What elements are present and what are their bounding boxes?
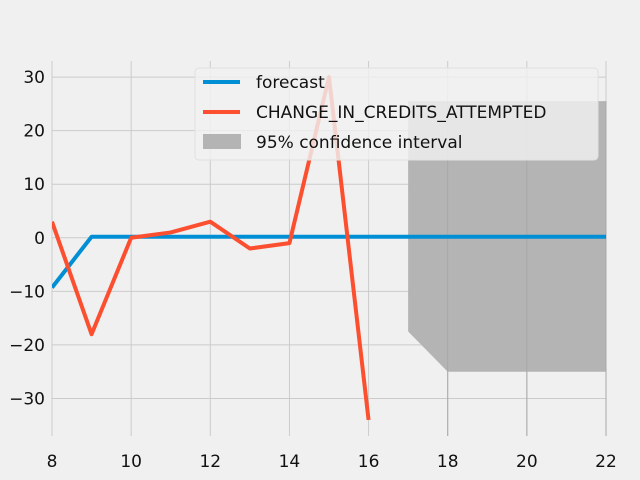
y-tick-label: −30 [9,390,45,410]
x-tick-label: 18 [437,452,459,472]
x-tick-label: 8 [47,452,58,472]
legend: forecast CHANGE_IN_CREDITS_ATTEMPTED 95% c… [194,67,599,161]
x-tick-label: 16 [358,452,380,472]
legend-confidence-interval-swatch [203,134,241,149]
tick-labels: 8 10 12 14 16 18 20 22 −30 −20 −10 0 10 20 30 [9,68,617,472]
x-tick-label: 10 [120,452,142,472]
legend-change-in-credits-attempted-label: CHANGE_IN_CREDITS_ATTEMPTED [256,103,547,123]
y-tick-label: −20 [9,336,45,356]
x-tick-label: 20 [516,452,538,472]
y-tick-label: 0 [34,229,45,249]
legend-box [194,67,599,161]
x-tick-label: 14 [279,452,301,472]
y-tick-label: 20 [23,122,45,142]
y-tick-label: 10 [23,175,45,195]
legend-confidence-interval-label: 95% confidence interval [256,133,462,153]
y-tick-label: 30 [23,68,45,88]
legend-forecast-label: forecast [256,73,325,93]
x-tick-label: 22 [595,452,617,472]
y-tick-label: −10 [9,282,45,302]
x-tick-label: 12 [199,452,221,472]
